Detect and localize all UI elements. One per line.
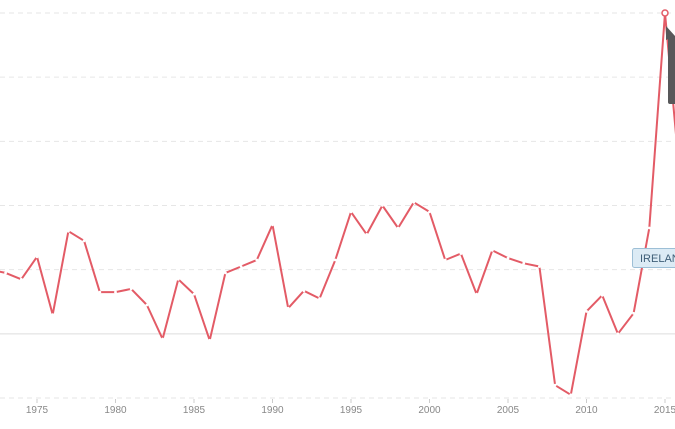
data-point[interactable]: [365, 233, 369, 236]
data-point[interactable]: [632, 311, 635, 315]
data-point[interactable]: [302, 289, 306, 293]
data-point[interactable]: [224, 271, 227, 275]
data-point[interactable]: [569, 393, 573, 397]
data-point[interactable]: [239, 265, 243, 268]
x-axis-ticks: 1975 1980 1985 1990 1995 2000 2005 2010 2015: [26, 399, 675, 416]
x-tick-label: 1985: [183, 405, 206, 416]
annotation-layer: IRELAND: [632, 26, 675, 268]
country-end-label-box[interactable]: [632, 248, 675, 268]
data-point[interactable]: [35, 255, 39, 259]
data-point[interactable]: [208, 338, 212, 342]
data-point[interactable]: [522, 261, 526, 265]
data-point[interactable]: [176, 277, 180, 281]
data-point[interactable]: [98, 290, 102, 294]
country-end-label[interactable]: IRELAND: [632, 248, 675, 268]
peak-tooltip: [668, 36, 675, 104]
data-point[interactable]: [286, 306, 290, 310]
peak-tooltip-pointer: [666, 26, 675, 40]
data-point[interactable]: [585, 310, 588, 313]
data-point[interactable]: [553, 383, 557, 387]
data-point[interactable]: [506, 256, 510, 260]
data-point[interactable]: [192, 292, 196, 296]
data-point[interactable]: [475, 292, 478, 296]
data-point[interactable]: [333, 258, 337, 262]
data-point[interactable]: [82, 239, 86, 243]
x-tick-label: 2015: [654, 405, 675, 416]
data-point[interactable]: [161, 337, 165, 341]
x-tick-label: 2000: [418, 405, 441, 416]
data-point[interactable]: [396, 226, 400, 230]
data-point[interactable]: [51, 313, 55, 316]
data-point[interactable]: [490, 249, 494, 252]
country-end-label-text: IRELAND: [640, 253, 675, 265]
data-point[interactable]: [349, 210, 353, 214]
data-point[interactable]: [428, 210, 431, 214]
x-tick-label: 1975: [26, 405, 49, 416]
data-point[interactable]: [318, 297, 321, 300]
x-tick-label: 2005: [497, 405, 520, 416]
data-point[interactable]: [459, 252, 463, 256]
data-point[interactable]: [4, 271, 7, 275]
data-point[interactable]: [616, 332, 620, 336]
data-point[interactable]: [19, 277, 23, 281]
x-tick-label: 1980: [104, 405, 127, 416]
series-line[interactable]: [0, 12, 675, 396]
data-point[interactable]: [145, 303, 149, 307]
x-tick-label: 1995: [340, 405, 363, 416]
x-tick-label: 2010: [575, 405, 598, 416]
peak-point[interactable]: [661, 9, 669, 17]
data-point[interactable]: [600, 293, 604, 297]
data-point[interactable]: [114, 290, 117, 294]
data-point[interactable]: [255, 258, 259, 262]
series-layer: [0, 9, 675, 397]
data-point[interactable]: [271, 223, 274, 227]
data-point[interactable]: [412, 200, 416, 204]
x-tick-label: 1990: [261, 405, 284, 416]
data-point[interactable]: [538, 265, 541, 268]
data-point[interactable]: [381, 204, 384, 207]
gridlines: [0, 12, 675, 399]
data-point[interactable]: [443, 258, 447, 262]
data-point[interactable]: [647, 226, 651, 230]
data-point[interactable]: [67, 229, 70, 233]
data-point[interactable]: [129, 287, 133, 291]
